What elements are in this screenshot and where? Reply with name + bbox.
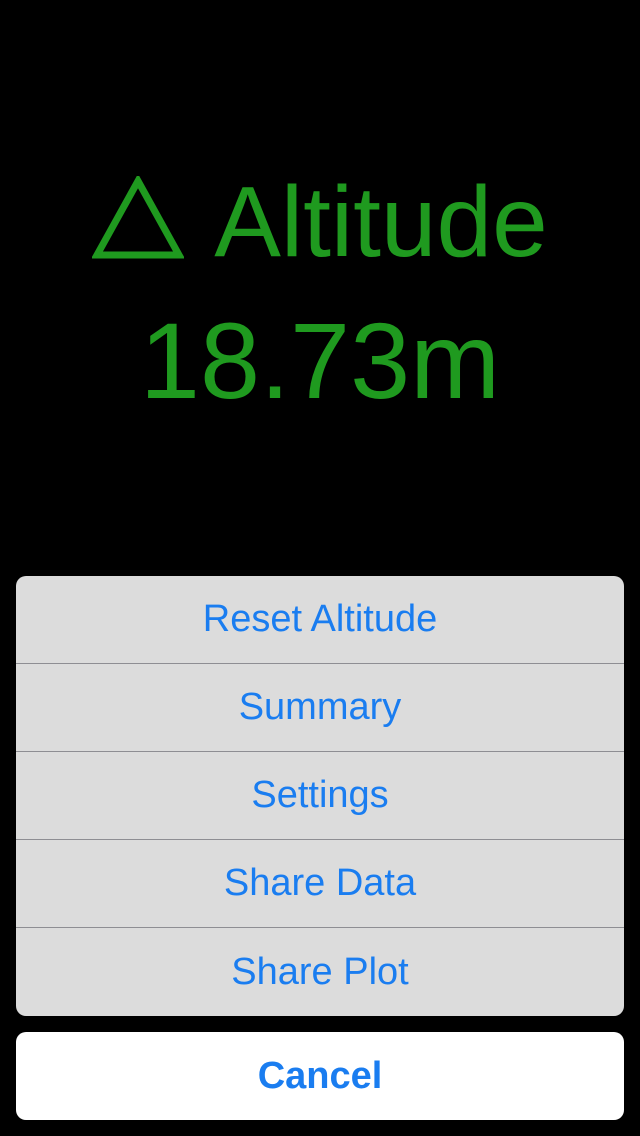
altitude-title-row: Altitude [0,162,640,282]
cancel-button[interactable]: Cancel [16,1032,624,1120]
settings-button[interactable]: Settings [16,752,624,840]
share-plot-button[interactable]: Share Plot [231,950,409,993]
action-sheet: Reset Altitude Summary Settings Share Da… [16,576,624,1016]
delta-triangle-icon [92,176,185,259]
reset-altitude-button[interactable]: Reset Altitude [16,576,624,664]
altitude-title: Altitude [214,166,548,278]
share-data-button[interactable]: Share Data [16,840,624,928]
altitude-value: 18.73m [139,300,501,421]
altitude-readout: Altitude 18.73m [0,0,640,560]
summary-button[interactable]: Summary [16,664,624,752]
